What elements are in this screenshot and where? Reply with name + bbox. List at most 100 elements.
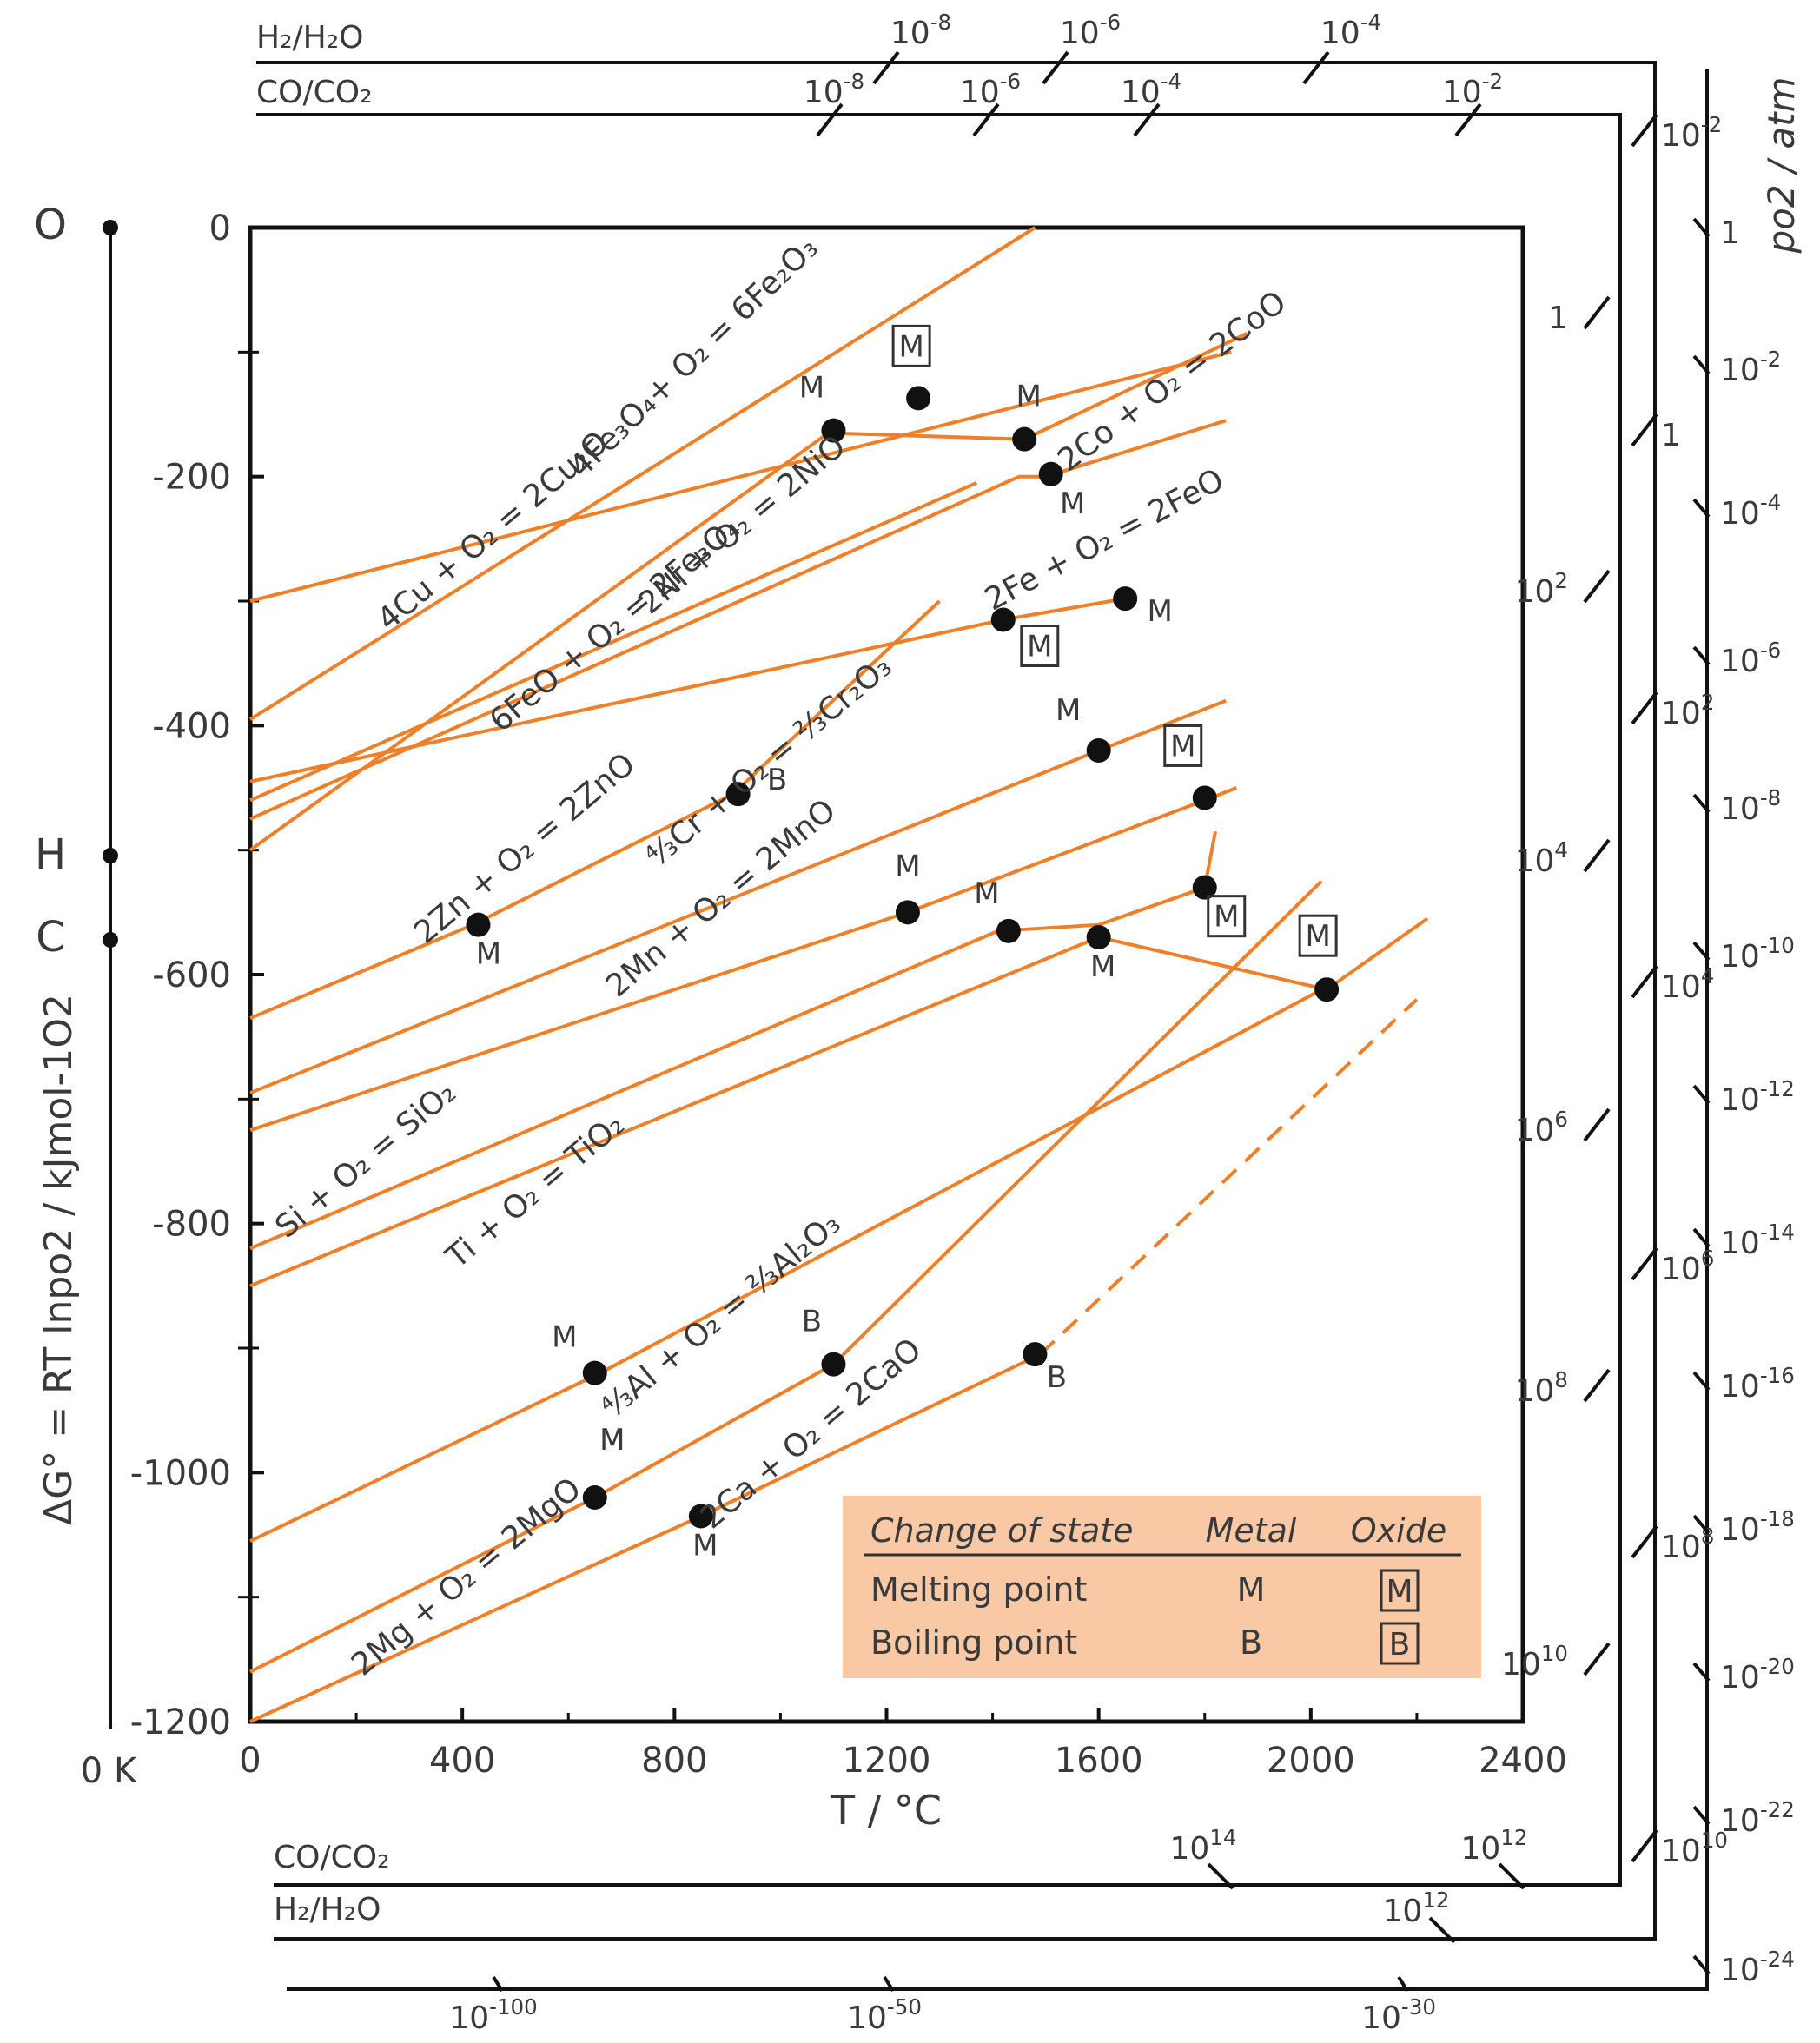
series-label-5: 2Fe + O₂ = 2FeO [979,462,1229,618]
po2-axis-line [287,69,1709,1991]
left-point-C-dot [103,932,118,948]
kelvin-label: 0 K [81,1751,138,1791]
transition-label-2: M [1016,380,1042,414]
right-h2-tick-mark [1631,413,1658,447]
right-h2-tick-label: 1 [1661,418,1681,453]
top-co-tick-mark [816,102,844,137]
transition-label-9: M [1170,729,1195,764]
top-co-tick-mark [1454,102,1482,137]
y-tick-label: -1200 [130,1702,231,1742]
series-line-12 [249,880,1323,1674]
y-axis-title: ΔG° = RT lnpo2 / kJmol-1O2 [36,994,81,1525]
transition-point-17 [1023,1342,1048,1367]
bottom-h2-scale-label: H₂/H₂O [274,1892,381,1927]
series-line-10 [249,916,1429,1288]
right-h2-tick-label: 108 [1661,1524,1714,1565]
transition-label-15: M [552,1320,577,1355]
oxide-change-box-1 [891,324,931,367]
transition-point-10 [895,900,920,925]
transition-point-11 [996,918,1021,943]
right-h2-tick-label: 102 [1661,690,1714,731]
right-h2-tick-mark [1631,1524,1658,1559]
right-h2-tick-mark [1631,964,1658,999]
right-po2-tick-mark [1692,1662,1711,1683]
top-co-scale-label: CO/CO₂ [256,75,373,110]
series-label-6: 2Zn + O₂ = 2ZnO [407,746,642,951]
bottom-po2-tick-mark [883,1975,895,1993]
x-tick-label: 1600 [1055,1741,1143,1781]
right-po2-tick-mark [1692,1954,1711,1975]
bottom-po2-tick-mark [492,1975,504,1993]
transition-label-12: M [1090,949,1115,984]
right-po2-tick-label: 10-14 [1720,1220,1795,1261]
right-h2-tick-mark [1631,691,1658,725]
transition-label-0: M [799,371,824,406]
right-h2-tick-label: 10-2 [1661,112,1722,154]
top-co-tick-label: 10-2 [1442,69,1503,110]
transition-label-11: M [974,876,999,911]
right-h2-tick-mark [1631,1246,1658,1281]
transition-point-19 [688,1504,713,1529]
top-co-tick-label: 10-6 [960,69,1021,110]
transition-point-15 [582,1360,607,1385]
series-line-2 [248,331,1248,852]
transition-label-4: M [1027,630,1052,664]
transition-label-6: B [767,763,787,797]
transition-label-13: M [1214,900,1239,935]
top-co-tick-label: 10-8 [804,69,864,110]
left-point-H-dot [103,848,118,863]
right-po2-tick-label: 10-18 [1720,1506,1795,1548]
top-h2-axis-line [256,61,1657,1941]
right-co-tick-label: 1010 [1501,1641,1568,1683]
po2-axis-title: po2 / atm [1760,76,1803,254]
left-point-O: O [34,201,67,249]
top-h2-tick-label: 10-6 [1060,10,1121,51]
transition-point-3 [1038,461,1063,486]
right-po2-tick-mark [1692,217,1711,238]
series-label-2: 2Co + O₂ = 2CoO [1051,284,1293,479]
right-po2-tick-label: 10-2 [1720,347,1781,388]
right-po2-tick-label: 10-6 [1720,638,1781,679]
right-po2-tick-label: 10-4 [1720,490,1781,532]
top-co-tick-mark [972,102,1000,137]
series-line-3 [249,419,1227,821]
transition-point-2 [1012,426,1037,452]
y-tick-label: -200 [152,458,231,498]
bottom-po2-tick-label: 10-100 [449,1994,537,2036]
legend-row-melting-label: Melting point [870,1570,1087,1609]
right-po2-tick-mark [1692,1371,1711,1392]
left-point-O-dot [103,220,118,235]
right-po2-tick-label: 10-10 [1720,933,1795,975]
legend-oxide-melting-box [1380,1569,1420,1612]
right-po2-tick-label: 10-16 [1720,1363,1795,1405]
left-point-H: H [35,830,66,879]
right-co-tick-mark [1583,295,1611,330]
legend-row-boiling-metal: B [1240,1623,1262,1662]
right-po2-tick-mark [1692,1805,1711,1826]
transition-label-1: M [898,329,923,364]
bottom-co-tick-label: 1012 [1461,1825,1528,1867]
top-h2-tick-mark [1042,50,1069,85]
transition-label-3: M [1060,486,1085,521]
transition-label-5: M [1148,594,1173,629]
right-co-tick-label: 108 [1515,1367,1568,1409]
transition-point-12 [1086,925,1111,949]
series-line-9 [249,830,1217,1251]
top-h2-tick-mark [872,50,900,85]
y-tick-label: -400 [152,706,231,746]
bottom-po2-tick-mark [1397,1975,1409,1993]
right-co-tick-label: 102 [1515,568,1568,610]
transition-point-6 [725,782,751,807]
oxide-change-box-9 [1163,724,1203,767]
right-po2-tick-label: 10-22 [1720,1797,1795,1839]
right-co-tick-mark [1583,1107,1611,1142]
right-h2-tick-mark [1631,1828,1658,1863]
bottom-co-scale-label: CO/CO₂ [274,1840,390,1875]
transition-label-19: M [692,1529,718,1564]
transition-label-17: B [1047,1360,1067,1395]
series-line-4 [249,480,978,803]
right-co-tick-label: 1 [1548,301,1568,336]
transition-point-14 [1314,977,1340,1002]
series-label-12: 2Mg + O₂ = 2MgO [345,1471,588,1683]
